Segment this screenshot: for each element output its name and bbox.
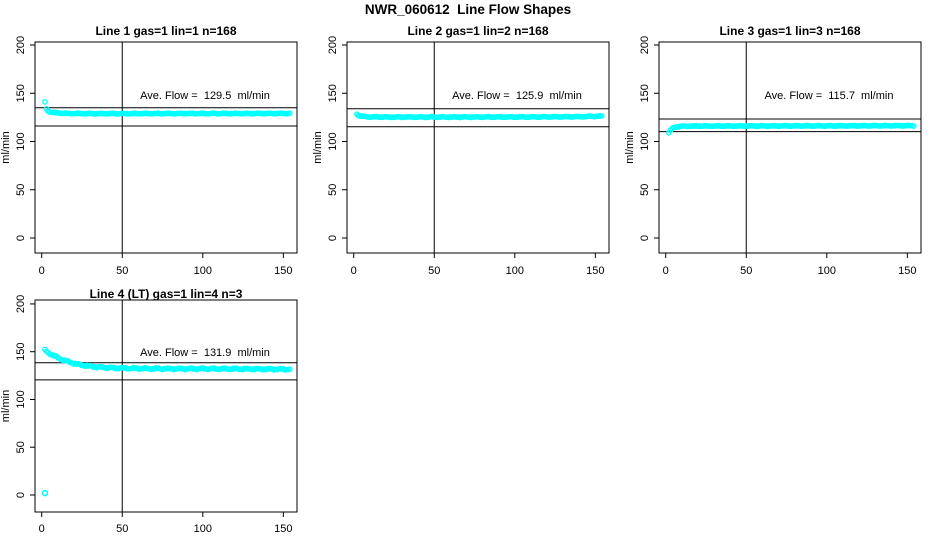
svg-text:200: 200 (15, 36, 27, 54)
svg-text:100: 100 (327, 132, 339, 150)
svg-text:150: 150 (15, 343, 27, 361)
svg-text:100: 100 (194, 523, 212, 535)
ave-flow-annotation: Ave. Flow = 129.5 ml/min (140, 90, 270, 102)
panel-line-1: 0 50 100 150 0 50 100 150 200 ml/min Line 1 gas=1… (0, 18, 312, 284)
panel-title: Line 2 gas=1 lin=2 n=168 (407, 24, 549, 38)
svg-text:ml/min: ml/min (0, 131, 12, 163)
svg-text:100: 100 (15, 390, 27, 408)
line-1-plot: 0 50 100 150 0 50 100 150 200 ml/min (0, 36, 298, 277)
svg-text:200: 200 (639, 36, 651, 54)
svg-text:0: 0 (663, 265, 669, 277)
svg-text:150: 150 (639, 84, 651, 102)
svg-text:100: 100 (818, 265, 836, 277)
svg-text:200: 200 (15, 295, 27, 313)
svg-text:0: 0 (39, 523, 45, 535)
svg-text:50: 50 (15, 184, 27, 196)
svg-text:0: 0 (39, 265, 45, 277)
svg-text:50: 50 (327, 184, 339, 196)
panel-line-2: 0 50 100 150 0 50 100 150 200 ml/min Line 2 gas=1… (312, 18, 624, 284)
svg-text:50: 50 (428, 265, 440, 277)
svg-text:150: 150 (586, 265, 604, 277)
ave-flow-annotation: Ave. Flow = 125.9 ml/min (452, 90, 582, 102)
panel-line-4-lt: 0 50 100 150 0 50 100 150 200 ml/min Line 4 (LT) … (0, 284, 312, 540)
svg-text:ml/min: ml/min (0, 390, 12, 422)
svg-text:150: 150 (898, 265, 916, 277)
svg-text:0: 0 (351, 265, 357, 277)
svg-text:0: 0 (639, 235, 651, 241)
svg-text:0: 0 (15, 235, 27, 241)
ave-flow-annotation: Ave. Flow = 131.9 ml/min (140, 347, 270, 359)
panel-title: Line 1 gas=1 lin=1 n=168 (95, 24, 237, 38)
svg-text:50: 50 (740, 265, 752, 277)
svg-text:200: 200 (327, 36, 339, 54)
svg-text:50: 50 (116, 523, 128, 535)
svg-text:150: 150 (327, 84, 339, 102)
svg-text:50: 50 (639, 184, 651, 196)
svg-text:100: 100 (506, 265, 524, 277)
svg-text:150: 150 (274, 265, 292, 277)
panel-title: Line 3 gas=1 lin=3 n=168 (719, 24, 861, 38)
svg-text:100: 100 (15, 132, 27, 150)
svg-text:100: 100 (194, 265, 212, 277)
line-2-plot: 0 50 100 150 0 50 100 150 200 ml/min (312, 36, 610, 277)
svg-text:ml/min: ml/min (312, 131, 324, 163)
svg-text:ml/min: ml/min (624, 131, 636, 163)
ave-flow-annotation: Ave. Flow = 115.7 ml/min (764, 90, 894, 102)
svg-text:150: 150 (15, 84, 27, 102)
panel-line-3: 0 50 100 150 0 50 100 150 200 ml/min Line 3 gas=1… (624, 18, 936, 284)
panel-title: Line 4 (LT) gas=1 lin=4 n=3 (89, 287, 243, 301)
svg-text:150: 150 (274, 523, 292, 535)
svg-text:100: 100 (639, 132, 651, 150)
line-4-plot: 0 50 100 150 0 50 100 150 200 ml/min (0, 295, 298, 535)
svg-text:0: 0 (327, 235, 339, 241)
svg-text:50: 50 (15, 441, 27, 453)
svg-text:50: 50 (116, 265, 128, 277)
line-3-plot: 0 50 100 150 0 50 100 150 200 ml/min (624, 36, 922, 277)
figure-title: NWR_060612 Line Flow Shapes (364, 2, 572, 17)
svg-text:0: 0 (15, 492, 27, 498)
